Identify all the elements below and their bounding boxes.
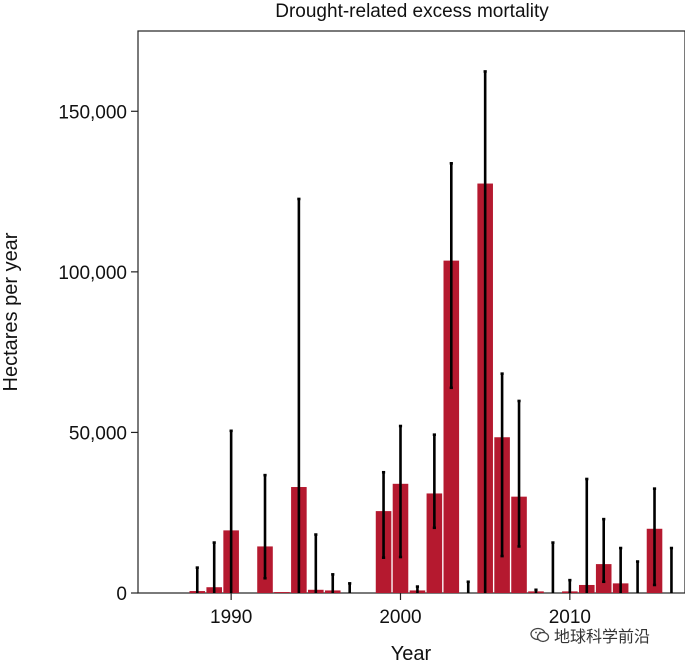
error-bar-1996 (331, 573, 335, 593)
y-tick-label-150000: 150,000 (58, 102, 127, 123)
error-bar-2005 (483, 70, 487, 593)
x-tick-label-1990: 1990 (210, 607, 252, 628)
y-tick-label-0: 0 (116, 584, 127, 605)
watermark: 地球科学前沿 (530, 623, 650, 647)
error-bar-2014 (635, 560, 640, 593)
x-axis: 1990 2000 2010 (210, 593, 591, 628)
error-bar-2015 (652, 487, 657, 587)
y-tick-label-100000: 100,000 (58, 263, 127, 284)
error-bar-2003 (449, 162, 453, 390)
error-bar-2004 (466, 580, 470, 593)
y-axis: 0 50,000 100,000 150,000 (58, 102, 138, 605)
x-axis-label: Year (391, 643, 432, 663)
error-bar-1989 (212, 541, 216, 593)
error-bar-2001 (415, 585, 420, 593)
error-bar-2007 (517, 399, 521, 548)
error-bar-2010 (568, 578, 572, 593)
watermark-text: 地球科学前沿 (554, 629, 651, 646)
y-tick-label-50000: 50,000 (69, 423, 127, 444)
error-bar-1994 (297, 197, 301, 593)
error-bar-2002 (432, 433, 436, 530)
error-bars-group (195, 70, 674, 593)
error-bar-1997 (348, 582, 352, 593)
plot-frame (137, 30, 685, 594)
error-bar-2009 (551, 541, 555, 593)
bar-2002 (426, 493, 443, 593)
y-axis-label: Hectares per year (0, 232, 22, 391)
bar-1993 (274, 592, 290, 593)
error-bar-2008 (534, 588, 538, 593)
error-bar-2000 (398, 424, 403, 559)
bar-2003 (443, 260, 460, 593)
error-bar-1988 (195, 566, 199, 593)
error-bar-2012 (602, 517, 606, 584)
wechat-icon (530, 627, 550, 643)
chart-title: Drought-related excess mortality (275, 1, 549, 22)
x-tick-label-2000: 2000 (379, 607, 421, 628)
error-bar-2011 (585, 477, 589, 593)
error-bar-1992 (263, 473, 267, 580)
error-bar-1990 (229, 429, 233, 593)
error-bar-2016 (669, 546, 674, 593)
x-tick-label-2010: 2010 (549, 607, 591, 628)
error-bar-2013 (619, 546, 623, 593)
bars-group (189, 183, 663, 594)
error-bar-1995 (314, 533, 318, 593)
error-bar-2006 (500, 372, 504, 558)
error-bar-1999 (381, 470, 386, 559)
